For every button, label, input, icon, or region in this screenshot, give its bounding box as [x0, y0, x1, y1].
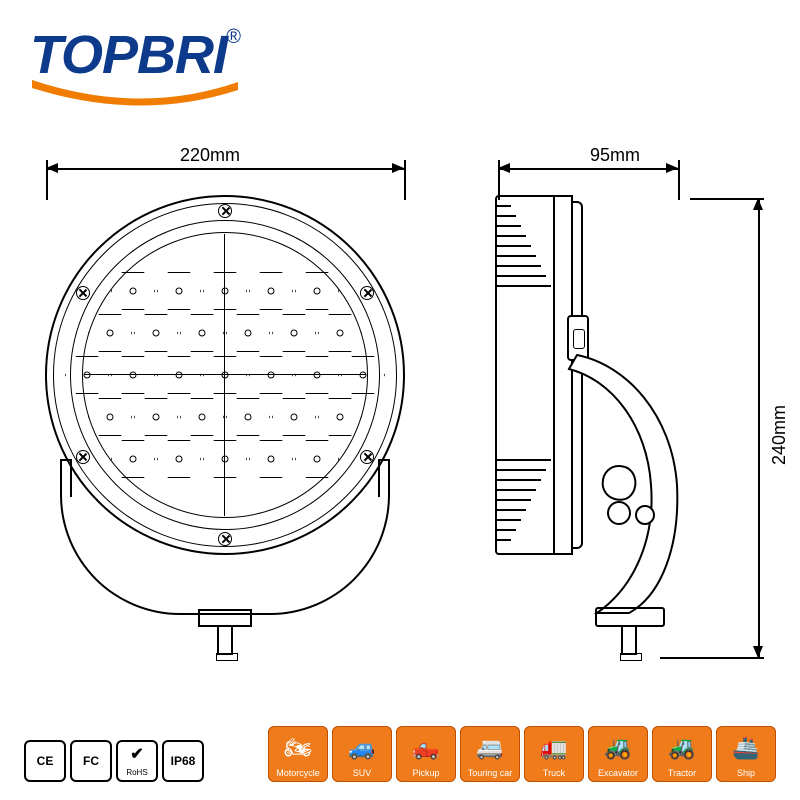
arrow-icon: [392, 163, 404, 173]
heatsink-fin: [497, 225, 521, 227]
cert-badge: CE: [24, 740, 66, 782]
heatsink-fin: [497, 519, 521, 521]
dim-width-label: 220mm: [180, 145, 240, 166]
heatsink-fin: [497, 245, 531, 247]
bezel-screw: [218, 532, 232, 546]
vehicle-badge: 🚜Excavator: [588, 726, 648, 782]
vehicle-badge: 🏍Motorcycle: [268, 726, 328, 782]
vehicle-icon: 🏍: [284, 727, 312, 768]
cert-badge: IP68: [162, 740, 204, 782]
vehicle-label: Tractor: [668, 768, 696, 778]
arrow-icon: [46, 163, 58, 173]
heatsink-fin: [497, 459, 551, 461]
ext-line: [46, 160, 48, 200]
vehicle-label: Pickup: [412, 768, 439, 778]
mount-bolt: [217, 627, 233, 655]
vehicle-icon: 🚐: [476, 727, 503, 768]
heatsink-fin: [497, 499, 531, 501]
front-view: [40, 195, 410, 655]
heatsink-fin: [497, 285, 551, 287]
vehicle-strip: 🏍Motorcycle🚙SUV🛻Pickup🚐Touring car🚛Truck…: [268, 726, 776, 782]
vehicle-label: Truck: [543, 768, 565, 778]
brand-swoosh: [30, 76, 240, 108]
mount-base: [198, 609, 252, 627]
side-view: [495, 195, 725, 655]
vehicle-icon: 🚙: [348, 727, 375, 768]
bezel-screw: [360, 286, 374, 300]
cert-badge: ✔RoHS: [116, 740, 158, 782]
registered-mark: ®: [226, 26, 241, 49]
dim-depth-label: 95mm: [590, 145, 640, 166]
heatsink-fin: [497, 235, 526, 237]
vehicle-icon: 🚢: [732, 727, 759, 768]
heatsink-fin: [497, 275, 546, 277]
heatsink-fin: [497, 509, 526, 511]
heatsink-fin: [497, 469, 546, 471]
heatsink-fin: [497, 539, 511, 541]
vehicle-icon: 🚜: [604, 727, 631, 768]
vehicle-label: Motorcycle: [276, 768, 320, 778]
vehicle-badge: 🚙SUV: [332, 726, 392, 782]
ext-line: [678, 160, 680, 200]
dim-line-depth: [498, 168, 678, 170]
vehicle-label: SUV: [353, 768, 372, 778]
heatsink-fin: [497, 479, 541, 481]
bezel-screw: [76, 286, 90, 300]
ext-line: [404, 160, 406, 200]
heatsink-fin: [497, 489, 536, 491]
heatsink-fin: [497, 265, 541, 267]
bezel-screw: [218, 204, 232, 218]
vehicle-badge: 🛻Pickup: [396, 726, 456, 782]
vehicle-badge: 🚛Truck: [524, 726, 584, 782]
arrow-icon: [666, 163, 678, 173]
ext-line: [498, 160, 500, 200]
vehicle-label: Ship: [737, 768, 755, 778]
mount-bolt: [621, 627, 637, 655]
certification-strip: CEFC✔RoHSIP68: [24, 740, 204, 782]
arrow-icon: [498, 163, 510, 173]
vehicle-badge: 🚐Touring car: [460, 726, 520, 782]
dim-height-label: 240mm: [769, 405, 790, 465]
arrow-icon: [753, 198, 763, 210]
bezel-screw: [76, 450, 90, 464]
vehicle-icon: 🚛: [540, 727, 567, 768]
heatsink-fin: [497, 215, 516, 217]
vehicle-icon: 🚜: [668, 727, 695, 768]
vehicle-badge: 🚜Tractor: [652, 726, 712, 782]
vehicle-icon: 🛻: [412, 727, 439, 768]
heatsink-fin: [497, 529, 516, 531]
dim-line-width: [46, 168, 404, 170]
bezel-screw: [360, 450, 374, 464]
vehicle-label: Excavator: [598, 768, 638, 778]
dim-line-height: [758, 198, 760, 658]
brand-logo: TOPBRI ®: [30, 24, 227, 86]
mount-base: [595, 607, 665, 627]
cert-badge: FC: [70, 740, 112, 782]
vehicle-badge: 🚢Ship: [716, 726, 776, 782]
ext-line: [660, 657, 764, 659]
heatsink-fin: [497, 205, 511, 207]
vehicle-label: Touring car: [468, 768, 513, 778]
heatsink-fin: [497, 255, 536, 257]
mount-arm: [557, 345, 717, 635]
heatsink-body: [495, 195, 555, 555]
